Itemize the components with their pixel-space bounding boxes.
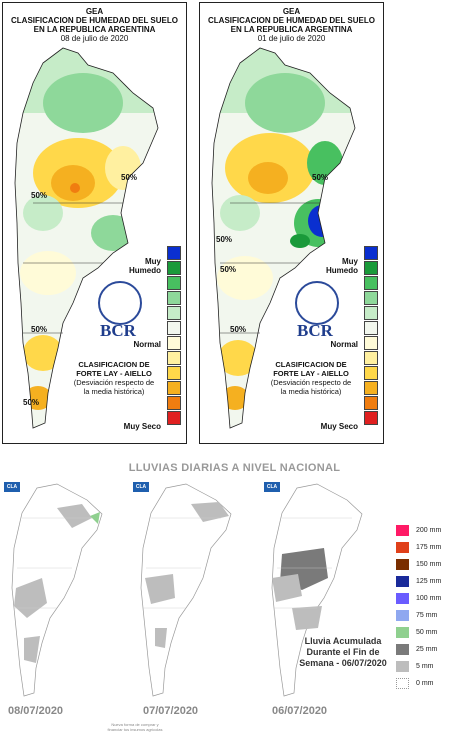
class-sub-2: la media histórica): [83, 387, 145, 396]
pct-label: 50%: [230, 325, 247, 334]
class-sub-2: la media histórica): [280, 387, 342, 396]
argentina-moisture-map: [14, 47, 159, 429]
pct-label: 50%: [121, 173, 138, 182]
class-sub-1: (Desviación respecto de: [270, 378, 352, 387]
rain-legend-label: 175 mm: [416, 544, 442, 551]
rain-map-date: 08/07/2020: [8, 705, 64, 717]
pct-label: 50%: [31, 325, 48, 334]
panel-title-2: EN LA REPUBLICA ARGENTINA: [230, 25, 353, 34]
panel-org: GEA: [282, 7, 301, 16]
rain-legend-swatch: [396, 661, 409, 672]
accumulated-rain-note: Lluvia Acumulada Durante el Fin de Seman…: [299, 636, 387, 668]
panel-date: 08 de julio de 2020: [60, 34, 129, 43]
legend-swatch: [167, 291, 181, 305]
cla-logo: CLA: [4, 482, 20, 492]
panel-title-1: CLASIFICACION DE HUMEDAD DEL SUELO: [208, 16, 375, 25]
rain-map-0607: [271, 483, 363, 697]
panel-title-1: CLASIFICACION DE HUMEDAD DEL SUELO: [11, 16, 178, 25]
rain-legend-label: 150 mm: [416, 561, 442, 568]
rain-legend-swatch: [396, 559, 409, 570]
legend-swatch: [167, 396, 181, 410]
cla-logo: CLA: [264, 482, 280, 492]
legend-swatch: [364, 246, 378, 260]
rain-legend-label: 5 mm: [416, 663, 434, 670]
legend-swatch: [167, 336, 181, 350]
legend-wet-label: Muy Humedo: [326, 257, 358, 275]
legend-swatch: [167, 381, 181, 395]
legend-normal-label: Normal: [330, 340, 358, 349]
legend-swatch: [364, 276, 378, 290]
soil-moisture-map-0107: GEA CLASIFICACION DE HUMEDAD DEL SUELO E…: [199, 2, 384, 444]
rain-legend-swatch: [396, 576, 409, 587]
rain-legend-label: 125 mm: [416, 578, 442, 585]
rain-legend-swatch: [396, 542, 409, 553]
pct-label: 50%: [220, 265, 237, 274]
legend-swatch: [167, 351, 181, 365]
panel-org: GEA: [85, 7, 104, 16]
legend-swatch: [364, 396, 378, 410]
class-title-1: CLASIFICACION DE: [78, 360, 150, 369]
legend-swatch: [364, 261, 378, 275]
rain-legend-label: 25 mm: [416, 646, 438, 653]
bcr-logo: BCR: [100, 321, 136, 340]
legend-swatch: [364, 351, 378, 365]
legend-swatch: [167, 246, 181, 260]
pct-label: 50%: [31, 191, 48, 200]
legend-swatch: [167, 366, 181, 380]
rain-map-date: 07/07/2020: [143, 705, 199, 717]
legend-dry-label: Muy Seco: [123, 422, 161, 431]
classification-note: CLASIFICACION DE FORTE LAY - AIELLO (Des…: [262, 360, 360, 396]
rain-legend-swatch: [396, 525, 409, 536]
bcr-seal-icon: [98, 281, 142, 325]
pct-label: 50%: [312, 173, 329, 182]
bcr-seal-icon: [295, 281, 339, 325]
classification-note: CLASIFICACION DE FORTE LAY - AIELLO (Des…: [65, 360, 163, 396]
rain-map-0707: [140, 483, 232, 697]
legend-wet-label: Muy Humedo: [129, 257, 161, 275]
rain-legend-swatch: [396, 610, 409, 621]
legend-swatch: [364, 306, 378, 320]
rain-map-0807: [11, 483, 103, 697]
legend-swatch: [167, 306, 181, 320]
argentina-moisture-map: [211, 47, 356, 429]
soil-moisture-map-0807: GEA CLASIFICACION DE HUMEDAD DEL SUELO E…: [2, 2, 187, 444]
rain-legend-swatch: [396, 627, 409, 638]
bcr-logo: BCR: [297, 321, 333, 340]
legend-swatch: [364, 411, 378, 425]
rain-legend-label: 0 mm: [416, 680, 434, 687]
legend-swatch: [364, 321, 378, 335]
legend-swatch: [364, 366, 378, 380]
class-sub-1: (Desviación respecto de: [73, 378, 155, 387]
rain-legend-label: 200 mm: [416, 527, 442, 534]
class-title-2: FORTE LAY - AIELLO: [273, 369, 349, 378]
legend-swatch: [167, 276, 181, 290]
rain-legend-label: 75 mm: [416, 612, 438, 619]
rain-section-title: LLUVIAS DIARIAS A NIVEL NACIONAL: [128, 462, 341, 474]
legend-swatch: [167, 261, 181, 275]
legend-swatch: [364, 291, 378, 305]
rain-map-date: 06/07/2020: [272, 705, 328, 717]
rain-legend-label: 100 mm: [416, 595, 442, 602]
rain-legend-swatch: [396, 678, 409, 689]
rain-legend-swatch: [396, 593, 409, 604]
footnote: Nueva forma de comprar y financiar tus i…: [107, 722, 163, 732]
panel-title-2: EN LA REPUBLICA ARGENTINA: [33, 25, 156, 34]
rain-legend-label: 50 mm: [416, 629, 438, 636]
moisture-legend: [364, 246, 378, 426]
legend-swatch: [167, 321, 181, 335]
class-title-1: CLASIFICACION DE: [275, 360, 347, 369]
panel-date: 01 de julio de 2020: [257, 34, 326, 43]
legend-dry-label: Muy Seco: [320, 422, 358, 431]
legend-swatch: [364, 381, 378, 395]
class-title-2: FORTE LAY - AIELLO: [76, 369, 152, 378]
pct-label: 50%: [23, 398, 40, 407]
legend-swatch: [167, 411, 181, 425]
cla-logo: CLA: [133, 482, 149, 492]
pct-label: 50%: [216, 235, 233, 244]
moisture-legend: [167, 246, 181, 426]
legend-swatch: [364, 336, 378, 350]
rain-legend-swatch: [396, 644, 409, 655]
legend-normal-label: Normal: [133, 340, 161, 349]
